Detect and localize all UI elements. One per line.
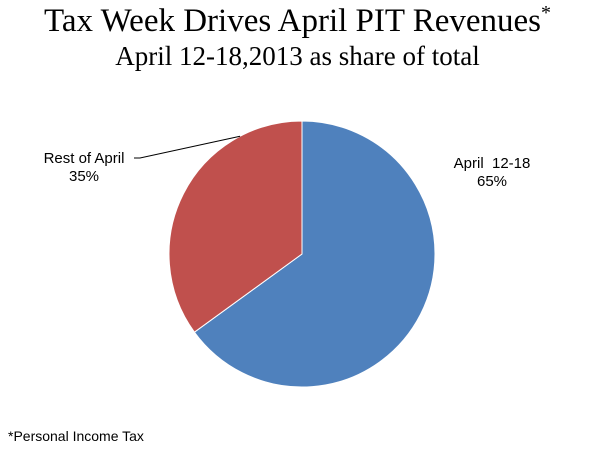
slice-value-label: 35% xyxy=(69,168,99,185)
chart-subtitle: April 12-18,2013 as share of total xyxy=(115,41,480,71)
pie-slice-2 xyxy=(168,120,303,333)
slice-label: April 12-18 xyxy=(454,155,531,172)
chart-title-marker: * xyxy=(540,2,551,24)
pie-slice-1 xyxy=(193,120,436,388)
leader-line xyxy=(134,135,241,159)
slice-value-label: 65% xyxy=(477,173,507,190)
chart-title-text: Tax Week Drives April PIT Revenues xyxy=(44,3,541,39)
chart-title: Tax Week Drives April PIT Revenues* xyxy=(0,2,595,40)
footnote: *Personal Income Tax xyxy=(8,428,144,444)
slice-label: Rest of April xyxy=(44,150,125,167)
